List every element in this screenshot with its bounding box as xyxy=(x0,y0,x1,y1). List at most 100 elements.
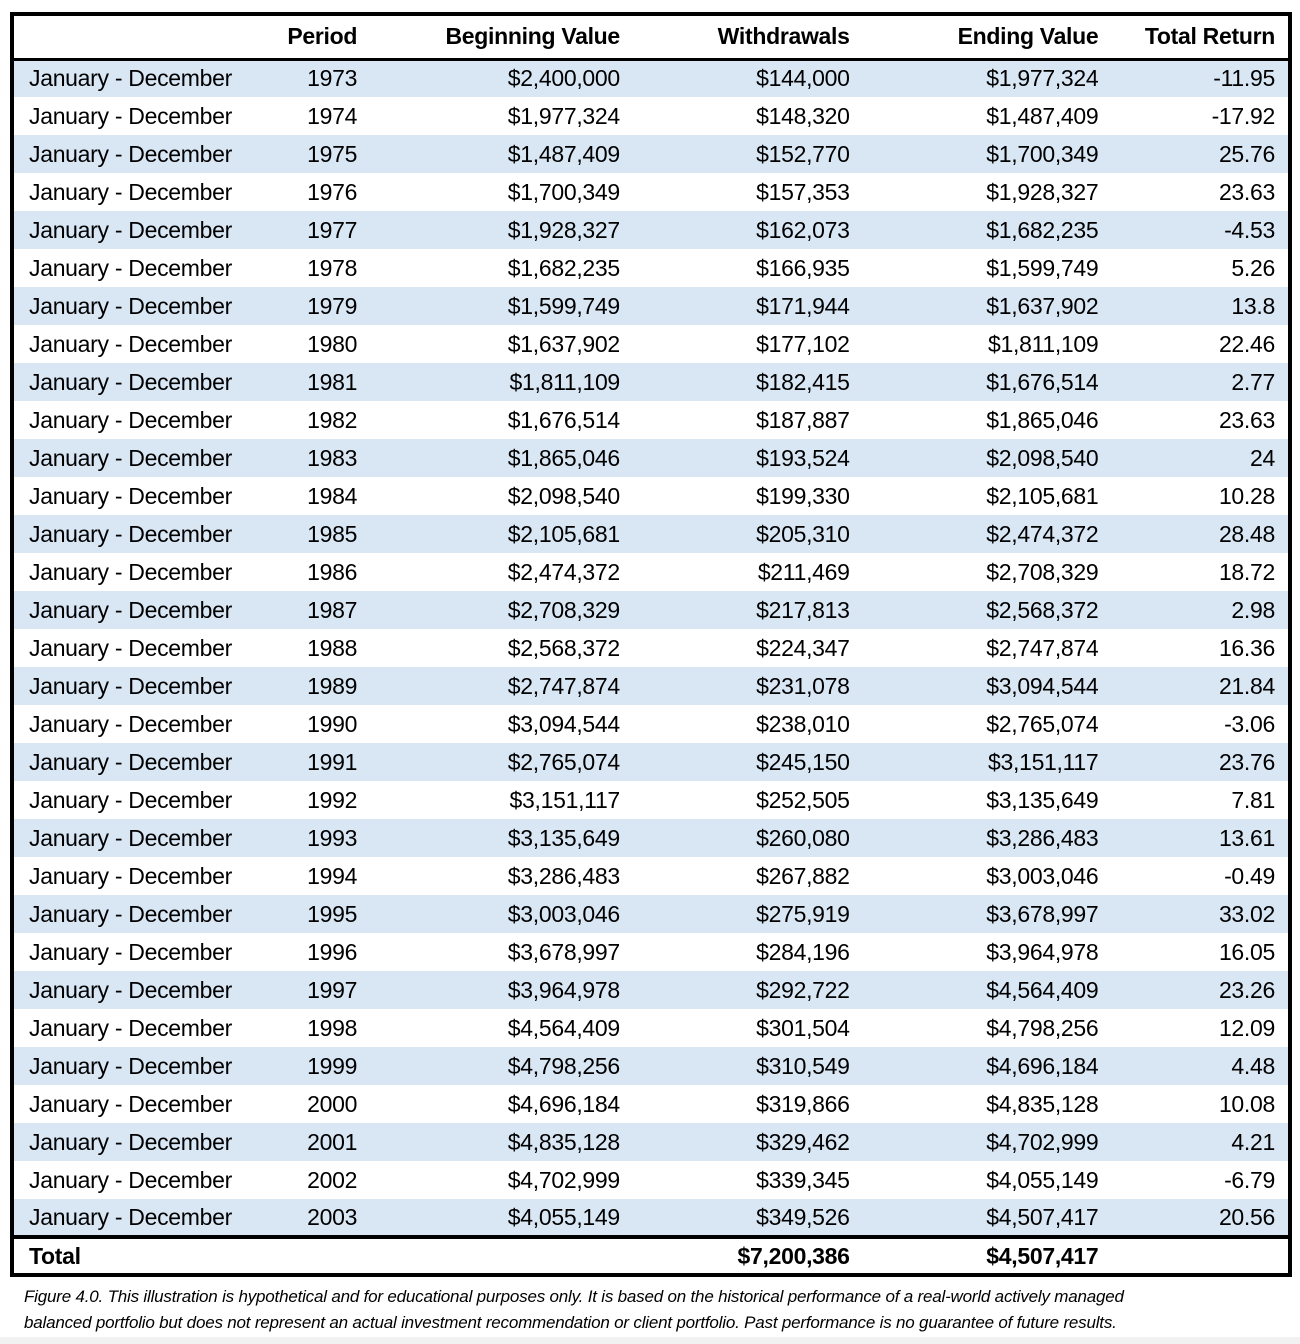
cell-year: 1985 xyxy=(272,515,370,553)
table-row: January - December 1990 $3,094,544 $238,010… xyxy=(12,705,1290,743)
cell-ending-value: $4,702,999 xyxy=(861,1123,1111,1161)
cell-withdrawals: $177,102 xyxy=(756,330,850,357)
cell-ending-value: $3,003,046 xyxy=(986,862,1099,889)
cell-period-label: January - December xyxy=(29,558,232,585)
total-return-blank xyxy=(1110,1235,1290,1275)
cell-withdrawals: $284,196 xyxy=(756,938,850,965)
cell-ending-value: $1,599,749 xyxy=(986,254,1099,281)
cell-ending-value: $1,977,324 xyxy=(861,59,1111,97)
cell-beginning-value: $1,928,327 xyxy=(369,211,632,249)
cell-total-return: -4.53 xyxy=(1110,211,1290,249)
cell-beginning-value: $3,003,046 xyxy=(369,895,632,933)
table-row: January - December 1988 $2,568,372 $224,347… xyxy=(12,629,1290,667)
total-ending-value: $4,507,417 xyxy=(861,1235,1111,1275)
cell-beginning-value: $3,964,978 xyxy=(369,971,632,1009)
cell-withdrawals: $182,415 xyxy=(631,363,862,401)
total-beginning-blank xyxy=(369,1235,632,1275)
cell-period-label: January - December xyxy=(29,862,232,889)
cell-total-return: 20.56 xyxy=(1110,1199,1290,1237)
cell-beginning-value: $4,835,128 xyxy=(369,1123,632,1161)
cell-period-label: January - December xyxy=(29,330,232,357)
cell-year: 1993 xyxy=(272,819,370,857)
cell-total-return: 16.36 xyxy=(1218,634,1275,661)
cell-ending-value: $4,564,409 xyxy=(861,971,1111,1009)
cell-withdrawals: $171,944 xyxy=(631,287,862,325)
cell-ending-value: $4,055,149 xyxy=(986,1166,1099,1193)
cell-year: 1988 xyxy=(307,634,358,661)
cell-ending-value: $4,835,128 xyxy=(986,1090,1099,1117)
cell-beginning-value: $3,678,997 xyxy=(507,938,620,965)
cell-year: 1997 xyxy=(272,971,370,1009)
cell-ending-value: $3,094,544 xyxy=(861,667,1111,705)
cell-total-return: 28.48 xyxy=(1110,515,1290,553)
table-row: January - December 1979 $1,599,749 $171,944… xyxy=(12,287,1290,325)
cell-period-label: January - December xyxy=(29,938,232,965)
cell-beginning-value: $1,599,749 xyxy=(369,287,632,325)
cell-period-label: January - December xyxy=(29,786,232,813)
table-row: January - December 1973 $2,400,000 $144,000… xyxy=(12,59,1290,97)
cell-ending-value: $2,708,329 xyxy=(986,558,1099,585)
cell-year: 1991 xyxy=(272,743,370,781)
cell-ending-value: $1,487,409 xyxy=(986,102,1099,129)
cell-year: 1981 xyxy=(272,363,370,401)
header-total-return: Total Return xyxy=(1110,14,1290,61)
cell-year: 1977 xyxy=(272,211,370,249)
portfolio-withdrawals-table: Period Beginning Value Withdrawals Endin… xyxy=(10,12,1292,1277)
cell-period-label: January - December xyxy=(29,406,232,433)
cell-year: 1979 xyxy=(272,287,370,325)
table-row: January - December 1974 $1,977,324 $148,320… xyxy=(12,97,1290,135)
cell-ending-value: $1,637,902 xyxy=(861,287,1111,325)
total-label: Total xyxy=(12,1235,273,1275)
cell-period-label: January - December xyxy=(12,211,273,249)
cell-year: 1994 xyxy=(307,862,358,889)
table-row: January - December 1978 $1,682,235 $166,935… xyxy=(12,249,1290,287)
cell-period-label: January - December xyxy=(12,363,273,401)
table-row: January - December 1981 $1,811,109 $182,415… xyxy=(12,363,1290,401)
table-row: January - December 1999 $4,798,256 $310,549… xyxy=(12,1047,1290,1085)
cell-beginning-value: $2,098,540 xyxy=(507,482,620,509)
cell-withdrawals: $157,353 xyxy=(756,178,850,205)
cell-total-return: 23.76 xyxy=(1110,743,1290,781)
table-row: January - December 1986 $2,474,372 $211,469… xyxy=(12,553,1290,591)
cell-year: 1976 xyxy=(307,178,358,205)
figure-caption-line1: Figure 4.0. This illustration is hypothe… xyxy=(24,1287,1124,1306)
table-row: January - December 1994 $3,286,483 $267,882… xyxy=(12,857,1290,895)
cell-withdrawals: $205,310 xyxy=(631,515,862,553)
cell-period-label: January - December xyxy=(12,971,273,1009)
cell-total-return: 23.63 xyxy=(1218,406,1275,433)
cell-year: 1999 xyxy=(272,1047,370,1085)
cell-period-label: January - December xyxy=(29,1090,232,1117)
cell-total-return: 16.05 xyxy=(1218,938,1275,965)
cell-ending-value: $2,474,372 xyxy=(861,515,1111,553)
cell-year: 1992 xyxy=(307,786,358,813)
cell-year: 1974 xyxy=(307,102,358,129)
cell-year: 1996 xyxy=(307,938,358,965)
cell-period-label: January - December xyxy=(12,287,273,325)
cell-total-return: 21.84 xyxy=(1110,667,1290,705)
cell-period-label: January - December xyxy=(12,1123,273,1161)
cell-period-label: January - December xyxy=(29,482,232,509)
cell-year: 1984 xyxy=(307,482,358,509)
cell-ending-value: $3,135,649 xyxy=(986,786,1099,813)
cell-ending-value: $1,682,235 xyxy=(861,211,1111,249)
cell-beginning-value: $3,094,544 xyxy=(507,710,620,737)
table-row: January - December 1987 $2,708,329 $217,813… xyxy=(12,591,1290,629)
cell-withdrawals: $339,345 xyxy=(756,1166,850,1193)
cell-beginning-value: $4,055,149 xyxy=(369,1199,632,1237)
cell-year: 1995 xyxy=(272,895,370,933)
cell-year: 2000 xyxy=(307,1090,358,1117)
cell-ending-value: $1,676,514 xyxy=(861,363,1111,401)
cell-ending-value: $2,568,372 xyxy=(861,591,1111,629)
table-row: January - December 1984 $2,098,540 $199,330… xyxy=(12,477,1290,515)
cell-total-return: 13.61 xyxy=(1110,819,1290,857)
header-period: Period xyxy=(272,14,370,61)
cell-ending-value: $3,964,978 xyxy=(986,938,1099,965)
cell-ending-value: $4,798,256 xyxy=(986,1014,1099,1041)
cell-total-return: 25.76 xyxy=(1110,135,1290,173)
table-row: January - December 1983 $1,865,046 $193,524… xyxy=(12,439,1290,477)
table-row: January - December 1985 $2,105,681 $205,310… xyxy=(12,515,1290,553)
cell-total-return: 13.8 xyxy=(1110,287,1290,325)
cell-beginning-value: $1,487,409 xyxy=(369,135,632,173)
cell-year: 1987 xyxy=(272,591,370,629)
